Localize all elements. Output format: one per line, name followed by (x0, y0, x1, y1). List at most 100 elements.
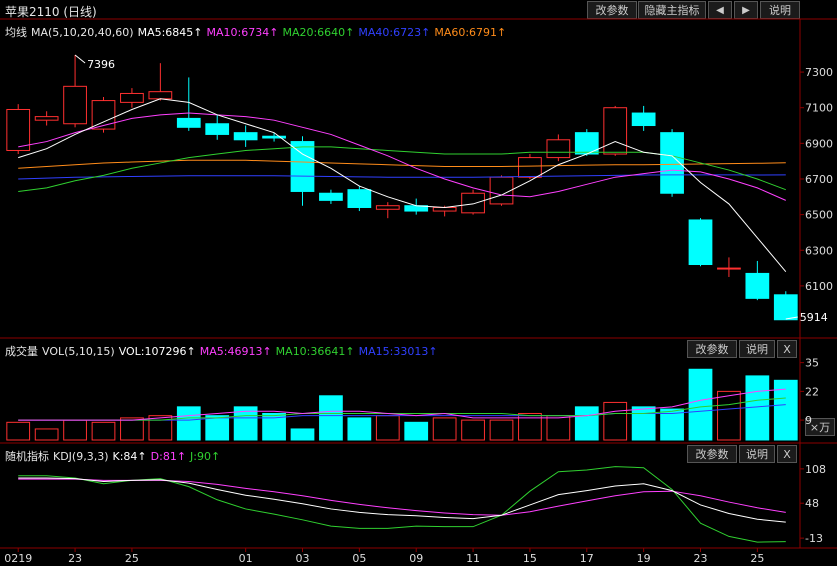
volume-bar (262, 412, 286, 441)
kdj-legend-item: D:81↑ (150, 450, 187, 463)
vol-ma5-line (18, 388, 786, 421)
volume-bar (205, 415, 230, 441)
volume-bar (546, 415, 571, 441)
kdj-close-button[interactable]: X (777, 445, 797, 463)
volume-params-button[interactable]: 改参数 (687, 340, 737, 358)
x-axis-label: 03 (296, 552, 310, 565)
candle-down (290, 141, 315, 192)
low-marker (785, 316, 798, 320)
x-axis-label: 25 (125, 552, 139, 565)
kdj-params-button[interactable]: 改参数 (687, 445, 737, 463)
volume-close-button[interactable]: X (777, 340, 797, 358)
volume-unit-button[interactable]: ×万 (805, 418, 835, 436)
volume-legend: 成交量 VOL(5,10,15) VOL:107296↑ MA5:46913↑ MA10… (5, 340, 442, 359)
candle-up (34, 116, 59, 121)
ma40-line (18, 174, 786, 180)
volume-axis-tick-label: 35 (805, 357, 819, 370)
candle-down (233, 132, 258, 141)
vol-legend-item: VOL(5,10,15) (42, 345, 115, 358)
kdj-legend-item: J:90↑ (190, 450, 221, 463)
x-axis-label: 05 (352, 552, 366, 565)
main-legend-item: MA20:6640↑ (282, 26, 355, 39)
candle-up (461, 192, 485, 214)
candle-up (148, 91, 173, 100)
candle-down (688, 219, 713, 266)
candle-down (262, 135, 286, 139)
kdj-d-line (18, 478, 786, 516)
candle-up (63, 85, 87, 125)
x-axis-label: 17 (580, 552, 594, 565)
kdj-legend: 随机指标 KDJ(9,3,3) K:84↑ D:81↑ J:90↑ (5, 445, 224, 464)
x-axis-label: 01 (239, 552, 253, 565)
volume-bar (688, 368, 713, 441)
vol-ma15-line (18, 404, 786, 421)
volume-bar (432, 417, 457, 441)
volume-bar (63, 419, 87, 441)
vol-legend-item: MA10:36641↑ (275, 345, 355, 358)
x-axis-label: 0219 (4, 552, 32, 565)
vol-legend-item: MA15:33013↑ (358, 345, 438, 358)
volume-bar (347, 417, 372, 441)
vol-ma10-line (18, 397, 786, 421)
volume-bar (148, 415, 173, 441)
candle-down (319, 192, 343, 201)
kdj-legend-item: KDJ(9,3,3) (53, 450, 109, 463)
candle-up (717, 267, 741, 270)
volume-bar (120, 417, 144, 441)
candle-up (91, 100, 116, 130)
ma10-line (18, 112, 786, 201)
kdj-j-line (18, 466, 786, 543)
prev-arrow-button[interactable]: ◀ (708, 1, 732, 19)
change-params-button[interactable]: 改参数 (587, 1, 637, 19)
x-axis-label: 25 (750, 552, 764, 565)
volume-bar (176, 406, 201, 441)
x-axis-label: 23 (694, 552, 708, 565)
candle-up (432, 206, 457, 212)
candle-down (347, 189, 372, 208)
x-axis-label: 15 (523, 552, 537, 565)
candle-up (603, 107, 628, 155)
candle-up (375, 205, 400, 210)
vol-legend-item: 成交量 (5, 345, 38, 358)
vol-legend-item: VOL:107296↑ (118, 345, 196, 358)
chart-title: 苹果2110 (日线) (5, 5, 97, 19)
low-annotation: 5914 (800, 311, 828, 324)
x-axis-label: 11 (466, 552, 480, 565)
ma60-line (18, 159, 786, 169)
x-axis-label: 23 (68, 552, 82, 565)
candle-up (546, 139, 571, 159)
main-legend-item: MA10:6734↑ (206, 26, 279, 39)
volume-bar (603, 401, 628, 441)
volume-bar (631, 406, 656, 441)
volume-bar (319, 395, 343, 441)
candle-down (631, 112, 656, 127)
volume-bar (745, 375, 770, 441)
candle-up (518, 157, 542, 178)
price-axis-tick-label: 6300 (805, 244, 833, 257)
kdj-help-button[interactable]: 说明 (739, 445, 775, 463)
main-legend-item: MA5:6845↑ (137, 26, 203, 39)
volume-help-button[interactable]: 说明 (739, 340, 775, 358)
price-axis-tick-label: 7100 (805, 102, 833, 115)
price-axis-tick-label: 6700 (805, 173, 833, 186)
kdj-legend-item: 随机指标 (5, 450, 49, 463)
ma20-line (18, 146, 786, 192)
main-legend-item: MA40:6723↑ (358, 26, 431, 39)
volume-bar (375, 415, 400, 441)
help-button[interactable]: 说明 (760, 1, 800, 19)
candle-down (660, 132, 684, 194)
price-axis-tick-label: 6900 (805, 137, 833, 150)
candle-down (773, 294, 798, 321)
next-arrow-button[interactable]: ▶ (734, 1, 758, 19)
kdj-axis-tick-label: 48 (805, 497, 819, 510)
price-axis-tick-label: 6100 (805, 280, 833, 293)
vol-legend-item: MA5:46913↑ (199, 345, 272, 358)
main-legend-item: MA(5,10,20,40,60) (31, 26, 134, 39)
volume-bar (290, 428, 315, 441)
hide-main-indicator-button[interactable]: 隐藏主指标 (638, 1, 706, 19)
volume-bar (404, 421, 429, 441)
x-axis-label: 09 (409, 552, 423, 565)
main-legend-item: MA60:6791↑ (434, 26, 507, 39)
